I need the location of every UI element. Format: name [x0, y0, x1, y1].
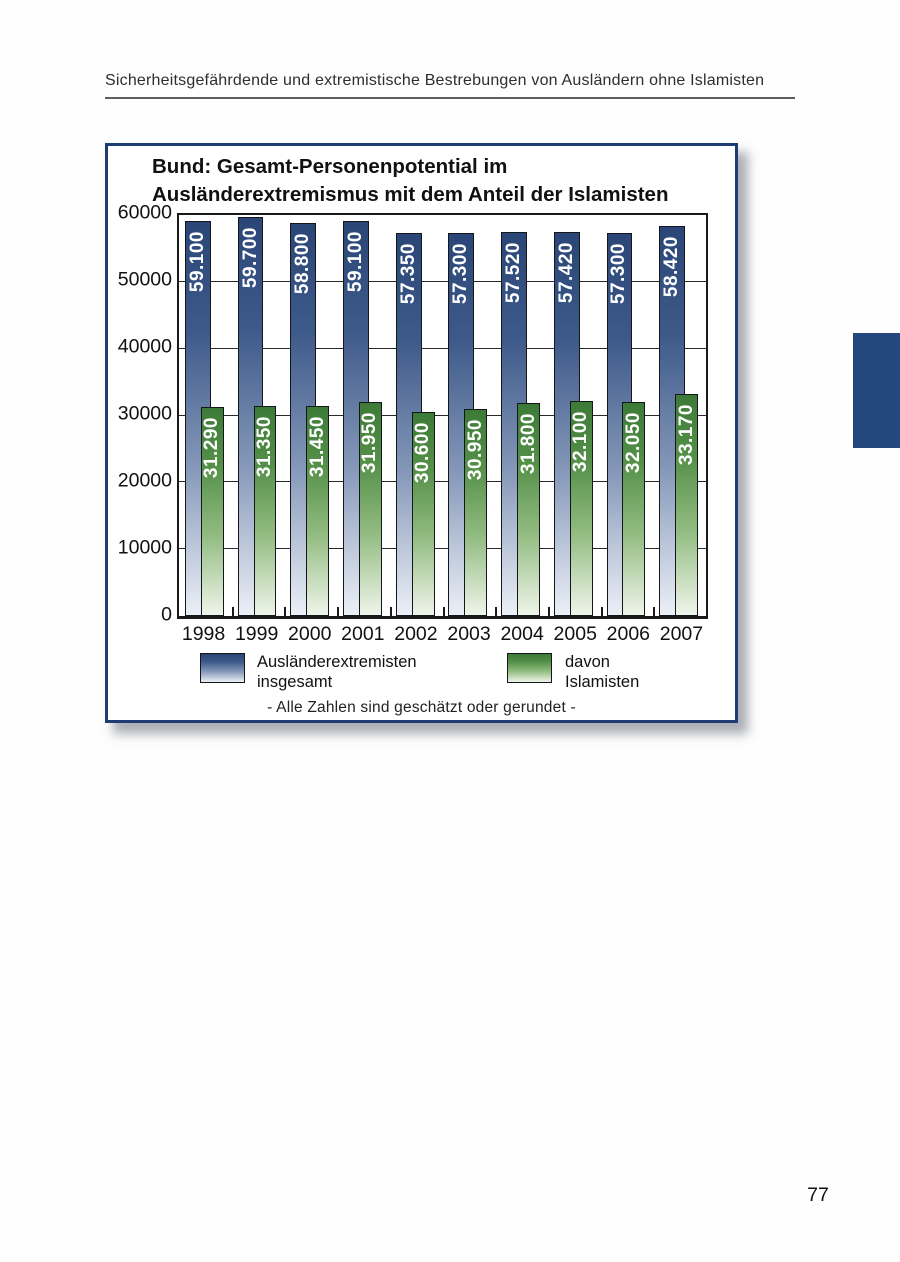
x-axis-tick	[600, 607, 603, 616]
y-axis-tick-label: 0	[161, 603, 172, 626]
bar-islamisten-1999: 31.350	[253, 406, 277, 616]
x-axis-tick-label: 1998	[181, 623, 226, 645]
bar-value-label: 30.950	[464, 419, 486, 481]
bar-value-label: 31.290	[201, 416, 223, 479]
chapter-edge-tab	[853, 333, 900, 448]
grid-line	[179, 347, 706, 349]
bar-islamisten-2006: 32.050	[622, 401, 646, 616]
chart-footnote: - Alle Zahlen sind geschätzt oder gerund…	[267, 699, 576, 716]
bar-value-label: 31.350	[254, 416, 276, 478]
x-axis-tick-label: 2004	[500, 623, 544, 645]
x-axis-tick	[389, 607, 392, 616]
plot-area: 59.100 31.290 59.700 31.350 58.800 31.450 59.1…	[177, 213, 708, 619]
bar-islamisten-2003: 30.950	[464, 409, 488, 616]
x-axis-tick	[231, 607, 234, 616]
bar-value-label: 32.050	[622, 411, 644, 473]
x-axis-tick	[495, 607, 498, 616]
page-number: 77	[807, 1184, 829, 1206]
x-axis-labels: 1998 1999 2000 2001 2002 2003 2004 2005 2006 2007	[177, 623, 708, 647]
chart-panel: Bund: Gesamt-Personenpotential im Auslän…	[105, 143, 738, 723]
bar-value-label: 57.300	[450, 243, 472, 305]
chart-title-line2: Ausländerextremismus mit dem Anteil der …	[152, 183, 669, 206]
x-axis-tick-label: 2002	[394, 623, 438, 645]
x-axis-tick	[653, 607, 656, 616]
y-axis-tick-label: 40000	[117, 335, 172, 358]
bar-value-label: 31.450	[306, 415, 328, 477]
legend-label-islamisten: davon Islamisten	[565, 652, 639, 692]
bar-value-label: 31.950	[359, 412, 381, 474]
x-axis-tick-label: 2001	[341, 623, 385, 645]
bar-islamisten-1998: 31.290	[200, 406, 224, 616]
legend-label-auslaenderextremisten: Ausländerextremisten insgesamt	[257, 652, 417, 692]
running-header: Sicherheitsgefährdende und extremistisch…	[105, 72, 795, 99]
legend-label-line2: insgesamt	[257, 673, 333, 691]
bar-value-label: 30.600	[412, 421, 434, 483]
x-axis-tick-label: 2005	[553, 623, 597, 645]
bar-value-label: 59.100	[344, 231, 366, 293]
x-axis-tick	[442, 607, 445, 616]
y-axis-tick-label: 60000	[117, 201, 172, 224]
legend-swatch-auslaenderextremisten	[200, 653, 245, 683]
bar-value-label: 57.300	[608, 243, 630, 305]
y-axis-tick-label: 30000	[117, 402, 172, 425]
bar-islamisten-2004: 31.800	[517, 403, 540, 616]
bar-islamisten-2005: 32.100	[569, 401, 593, 616]
bar-value-label: 57.350	[397, 242, 419, 304]
grid-line	[179, 481, 706, 483]
bar-value-label: 58.800	[292, 233, 314, 295]
bar-islamisten-2001: 31.950	[358, 402, 382, 616]
legend-swatch-islamisten	[507, 653, 552, 683]
x-axis-tick-label: 2000	[288, 623, 332, 645]
x-axis-tick	[284, 607, 287, 616]
y-axis-tick-label: 20000	[117, 469, 172, 492]
legend-label-line2: Islamisten	[565, 673, 640, 691]
bar-islamisten-2000: 31.450	[306, 405, 330, 616]
bar-value-label: 58.420	[661, 235, 683, 297]
bar-islamisten-2007: 33.170	[675, 394, 699, 616]
bar-value-label: 57.420	[555, 242, 577, 304]
x-axis-tick	[547, 607, 550, 616]
chart-title-line1: Bund: Gesamt-Personenpotential im	[152, 155, 508, 178]
legend-label-line1: davon	[565, 653, 610, 671]
bar-value-label: 31.800	[517, 413, 539, 475]
running-header-text: Sicherheitsgefährdende und extremistisch…	[105, 72, 765, 89]
legend-label-line1: Ausländerextremisten	[257, 653, 417, 671]
chart-title: Bund: Gesamt-Personenpotential im Auslän…	[152, 153, 727, 209]
x-axis-tick	[337, 607, 340, 616]
bar-value-label: 33.170	[675, 404, 697, 466]
bar-islamisten-2002: 30.600	[411, 411, 435, 616]
x-axis-tick-label: 2007	[659, 623, 704, 645]
y-axis-tick-label: 10000	[117, 536, 172, 559]
bar-value-label: 59.700	[239, 227, 261, 289]
y-axis-tick-label: 50000	[117, 268, 172, 291]
grid-line	[179, 414, 706, 416]
grid-line	[179, 548, 706, 550]
bar-value-label: 59.100	[186, 231, 208, 293]
y-axis-labels: 0 10000 20000 30000 40000 50000 60000	[112, 146, 172, 726]
bar-value-label: 57.520	[503, 241, 524, 303]
x-axis-tick-label: 1999	[234, 623, 279, 645]
grid-line	[179, 280, 706, 282]
x-axis-tick-label: 2006	[606, 623, 651, 645]
bar-value-label: 32.100	[570, 411, 592, 473]
x-axis-tick-label: 2003	[447, 623, 491, 645]
